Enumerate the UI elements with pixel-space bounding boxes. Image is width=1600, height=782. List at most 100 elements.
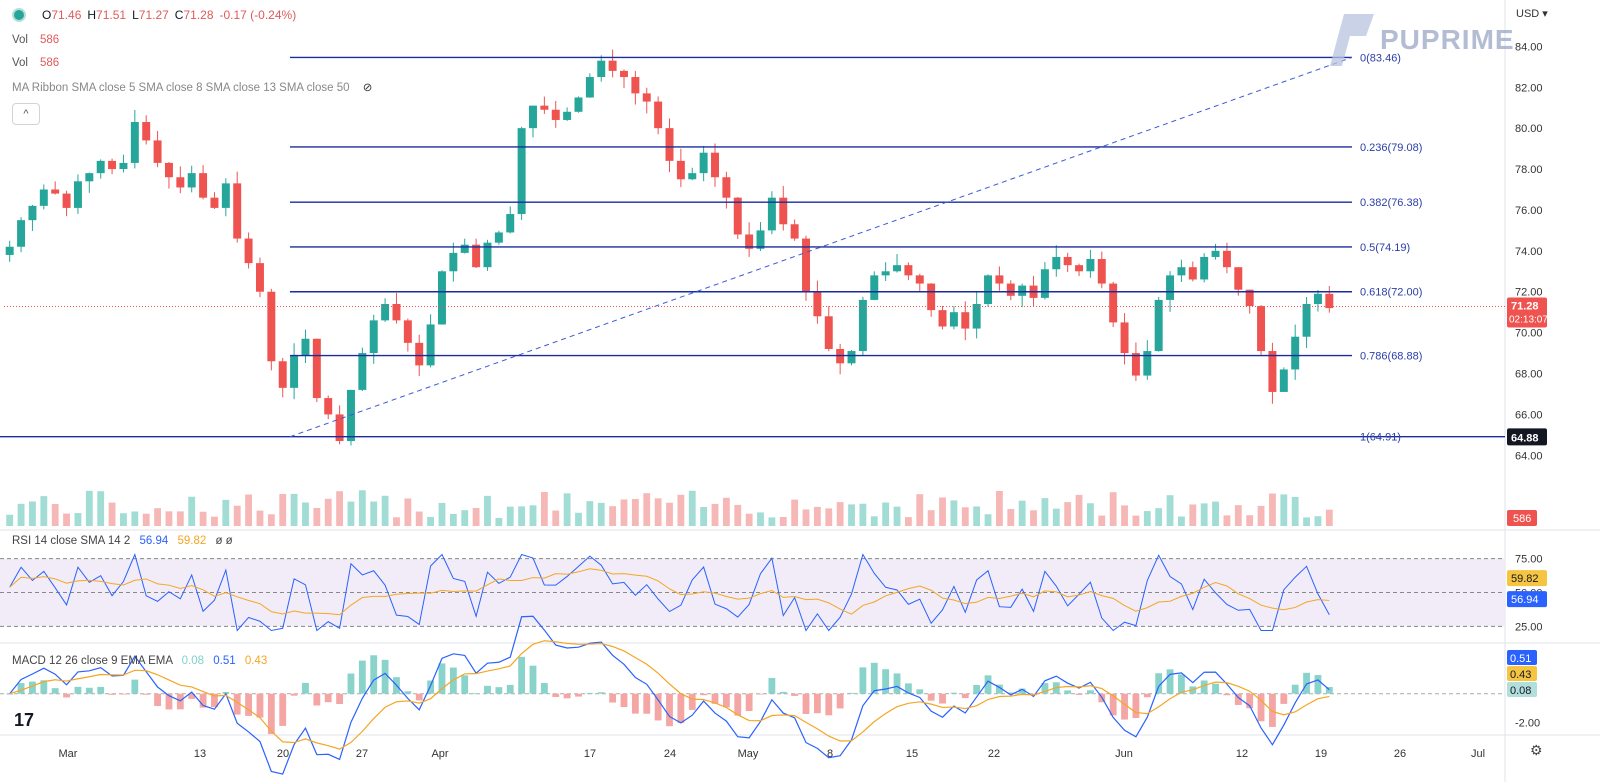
time-axis-label: 17	[584, 748, 596, 760]
volume-bar	[336, 491, 344, 526]
volume-bar	[85, 490, 93, 526]
candle-body	[585, 77, 594, 98]
last-price-badge	[1507, 297, 1547, 328]
candle-body	[1097, 259, 1106, 284]
volume-bar	[813, 506, 821, 526]
candle-body	[984, 275, 993, 305]
volume-bar	[449, 513, 457, 526]
ohlc-value-O: O71.46	[42, 8, 82, 22]
candle-body	[153, 140, 162, 163]
candle-body	[608, 60, 617, 71]
settings-gear-icon[interactable]: ⚙	[1530, 742, 1543, 758]
volume-bar	[131, 511, 139, 526]
volume-bar	[620, 499, 628, 526]
volume-bar	[1234, 505, 1242, 526]
macd-histogram-bar	[1212, 683, 1219, 694]
macd-histogram-bar	[302, 682, 309, 694]
price-tick-label: 80.00	[1515, 123, 1543, 135]
candle-body	[938, 310, 947, 327]
volume-bar	[108, 502, 116, 526]
price-tick-label: 64.00	[1515, 450, 1543, 462]
volume-bar	[245, 494, 252, 526]
candle-body	[17, 220, 26, 247]
currency-selector[interactable]: USD ▾	[1516, 8, 1548, 20]
ohlc-value-L: L71.27	[132, 8, 169, 22]
volume-bar	[1018, 500, 1026, 526]
candle-body	[1188, 267, 1197, 280]
candle-body	[358, 353, 367, 390]
volume-bar	[1121, 505, 1128, 526]
volume-bar	[495, 517, 503, 526]
candle-body	[722, 177, 731, 198]
volume-bar	[1200, 503, 1208, 526]
macd-histogram-bar	[370, 655, 378, 694]
candle-body	[221, 183, 230, 208]
candle-body	[1313, 293, 1322, 305]
macd-histogram-bar	[404, 691, 412, 694]
macd-histogram-bar	[17, 683, 25, 694]
candle-body	[699, 152, 708, 174]
time-axis-label: 24	[664, 748, 676, 760]
price-tick-label: 68.00	[1515, 369, 1543, 381]
macd-hist-value: 0.08	[1510, 685, 1531, 697]
macd-histogram-bar	[438, 663, 446, 694]
candle-body	[267, 291, 276, 362]
volume-bar	[74, 513, 82, 526]
macd-histogram-bar	[233, 693, 241, 715]
macd-histogram-bar	[961, 693, 969, 699]
rsi-value-label: 56.94	[1511, 594, 1539, 606]
macd-histogram-bar	[188, 693, 196, 699]
candle-body	[369, 320, 378, 354]
macd-histogram-bar	[358, 660, 366, 694]
candle-body	[51, 189, 60, 194]
macd-histogram-bar	[1087, 690, 1094, 694]
volume-bar	[222, 499, 230, 526]
macd-histogram-bar	[836, 693, 844, 709]
macd-histogram-bar	[791, 693, 799, 696]
macd-histogram-bar	[1246, 693, 1254, 709]
candle-body	[711, 152, 719, 178]
volume-bar	[1132, 515, 1140, 526]
macd-histogram-bar	[267, 693, 275, 735]
volume-bar	[165, 511, 173, 526]
macd-histogram-bar	[1223, 693, 1231, 696]
volume-bar	[995, 490, 1003, 526]
volume-bar	[267, 514, 275, 526]
price-tick-label: 74.00	[1515, 246, 1543, 258]
volume-bar	[1030, 510, 1037, 526]
macd-histogram-bar	[290, 693, 298, 696]
fib-level-label: 0.786(68.88)	[1360, 351, 1422, 363]
candle-body	[688, 173, 697, 180]
volume-bar	[973, 506, 981, 526]
macd-value-label: 0.51	[1510, 653, 1531, 665]
macd-histogram-bar	[700, 693, 708, 696]
volume-bar	[472, 508, 480, 526]
candle-body	[790, 224, 799, 239]
macd-histogram-bar	[529, 665, 537, 694]
macd-histogram-bar	[1291, 684, 1299, 694]
candle-body	[39, 189, 48, 206]
macd-histogram-bar	[165, 693, 173, 710]
volume-bar	[984, 514, 992, 526]
collapse-legend-button[interactable]: ^	[12, 103, 40, 125]
volume-bar	[961, 507, 969, 526]
candle-body	[961, 312, 970, 329]
macd-histogram-bar	[1178, 674, 1185, 694]
tradingview-logo[interactable]: 17	[14, 710, 35, 730]
macd-histogram-bar	[381, 659, 389, 694]
low-marker-badge	[1507, 428, 1547, 446]
rsi-tick-label: 75.00	[1515, 554, 1543, 566]
candle-body	[847, 351, 856, 364]
macd-histogram-bar	[1155, 673, 1163, 694]
eye-off-icon[interactable]: ⊘	[362, 82, 373, 94]
candle-body	[1245, 289, 1254, 307]
macd-histogram-bar	[506, 684, 514, 694]
candle-body	[1086, 259, 1095, 272]
volume-bar	[791, 499, 799, 526]
volume-bar	[176, 511, 184, 526]
macd-histogram-bar	[1234, 693, 1242, 705]
volume-bar	[1280, 494, 1288, 526]
fib-trend-line	[289, 56, 1353, 438]
macd-histogram-bar	[1325, 686, 1333, 694]
